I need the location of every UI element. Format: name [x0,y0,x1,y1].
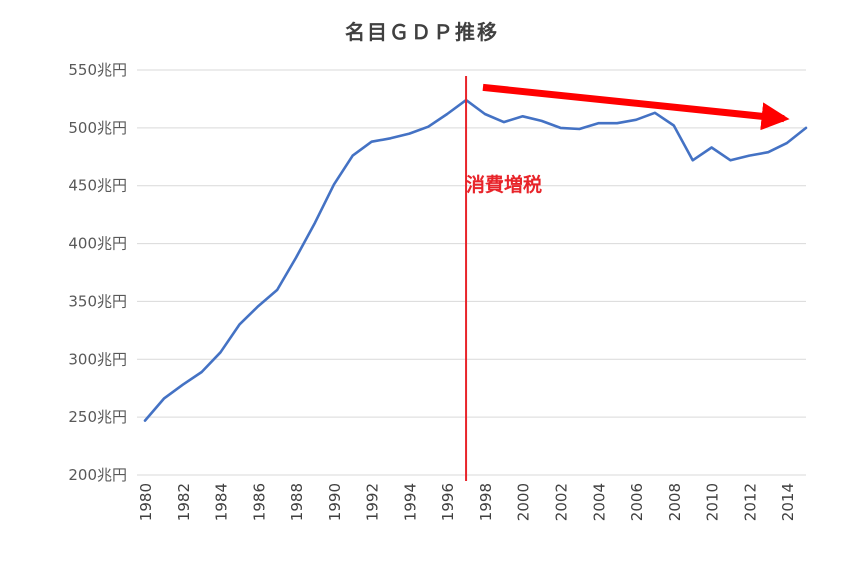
x-tick-label: 2008 [666,483,684,521]
y-tick-label: 200兆円 [68,466,127,484]
x-tick-label: 1986 [250,483,268,521]
x-tick-label: 1996 [439,483,457,521]
x-tick-label: 1984 [213,483,231,521]
x-tick-label: 1988 [288,483,306,521]
y-tick-label: 350兆円 [68,292,127,310]
x-tick-label: 2004 [590,483,608,521]
x-tick-label: 1998 [477,483,495,521]
x-tick-label: 2000 [515,483,533,521]
y-tick-label: 300兆円 [68,350,127,368]
x-tick-label: 2006 [628,483,646,521]
x-tick-label: 1990 [326,483,344,521]
x-tick-label: 2014 [779,483,797,521]
x-tick-label: 2012 [741,483,759,521]
chart-title: 名目ＧＤＰ推移 [345,20,499,44]
x-tick-label: 1992 [364,483,382,521]
tax-increase-label: 消費増税 [466,174,543,196]
y-tick-label: 250兆円 [68,408,127,426]
x-tick-label: 1982 [175,483,193,521]
x-tick-label: 1994 [401,483,419,521]
trend-arrow [482,83,790,131]
y-tick-label: 400兆円 [68,235,127,253]
y-tick-label: 450兆円 [68,177,127,195]
y-tick-label: 550兆円 [68,61,127,79]
gdp-series-line [143,98,808,422]
x-tick-label: 1980 [137,483,155,521]
x-tick-label: 2010 [704,483,722,521]
x-tick-label: 2002 [552,483,570,521]
y-tick-label: 500兆円 [68,119,127,137]
